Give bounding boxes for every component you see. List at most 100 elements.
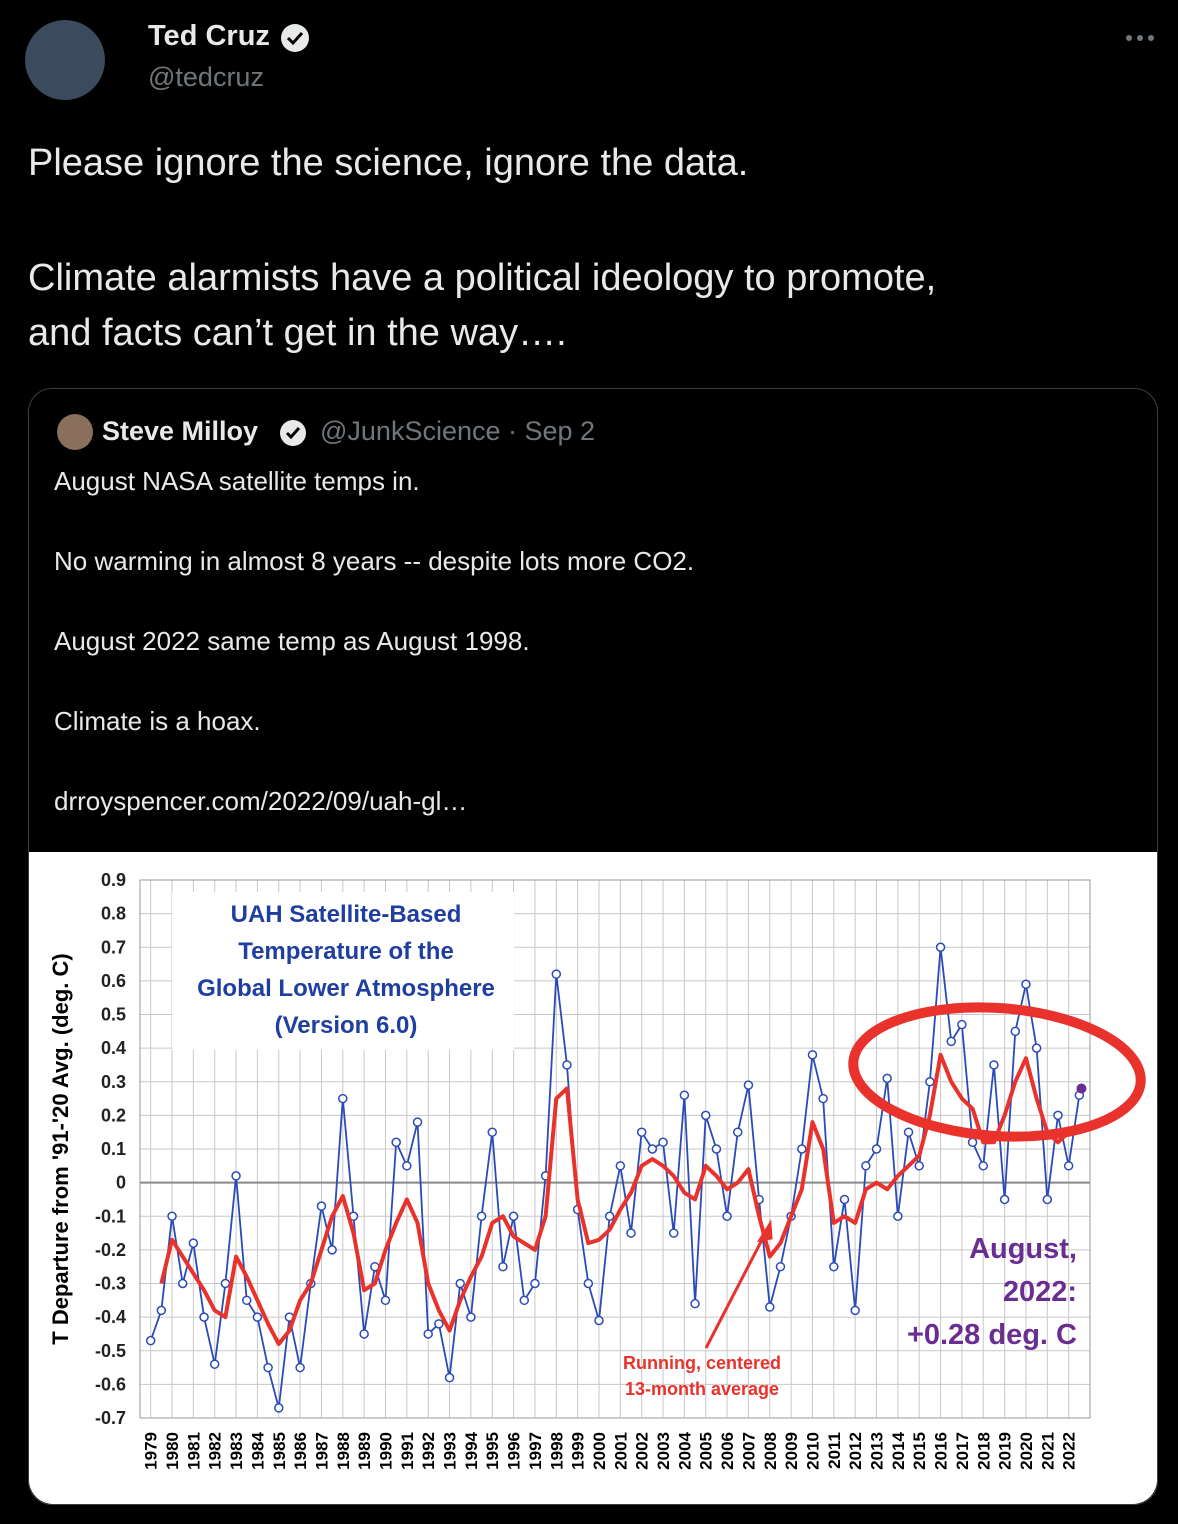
data-point [775, 1261, 786, 1272]
data-point [978, 1161, 989, 1171]
latest-annotation: August, [969, 1233, 1077, 1265]
avatar[interactable] [25, 20, 105, 100]
data-point [156, 1305, 167, 1316]
highlight-circle [848, 1002, 1146, 1142]
header-icons [25, 20, 1154, 100]
author-handle[interactable]: @tedcruz [148, 62, 264, 92]
data-point [679, 1090, 690, 1100]
tweet-text: Please ignore the science, ignore the da… [28, 142, 749, 184]
data-point [530, 1278, 540, 1289]
quote-text: August 2022 same temp as August 1998. [54, 626, 530, 656]
data-point [466, 1312, 476, 1322]
data-point [380, 1295, 391, 1306]
x-tick-label: 1982 [206, 1432, 225, 1470]
data-point [402, 1161, 412, 1171]
quote-text: Climate is a hoax. [54, 706, 261, 736]
x-tick-label: 1986 [291, 1432, 310, 1470]
data-point [145, 1335, 156, 1346]
x-tick-label: 2018 [974, 1432, 993, 1470]
y-tick-label: -0.2 [95, 1240, 126, 1260]
chart-title: (Version 6.0) [275, 1012, 418, 1039]
x-tick-label: 1995 [483, 1432, 502, 1470]
chart-title: UAH Satellite-Based [231, 901, 462, 928]
more-menu[interactable] [1126, 35, 1154, 41]
quote-icons [57, 414, 306, 450]
data-point [893, 1211, 903, 1221]
data-point [903, 1127, 914, 1137]
data-point [733, 1127, 743, 1137]
arrow-head [756, 1219, 773, 1243]
data-point [882, 1073, 892, 1084]
data-point [327, 1245, 337, 1255]
x-tick-label: 1983 [227, 1432, 246, 1470]
average-line [159, 1052, 1071, 1347]
data-point [604, 1211, 615, 1221]
y-tick-label: 0 [116, 1173, 126, 1193]
tweet-text: and facts can’t get in the way…. [28, 312, 567, 354]
x-tick-label: 2000 [590, 1432, 609, 1470]
data-point [946, 1036, 956, 1047]
x-tick-label: 1990 [377, 1432, 396, 1470]
x-tick-label: 1997 [526, 1432, 545, 1470]
data-point [295, 1362, 305, 1373]
data-point [434, 1319, 444, 1329]
x-tick-label: 2019 [996, 1432, 1015, 1470]
data-point [743, 1080, 754, 1090]
quoted-tweet[interactable] [28, 388, 1158, 1505]
x-tick-label: 2016 [932, 1432, 951, 1470]
data-point [807, 1050, 818, 1060]
y-tick-label: 0.2 [101, 1105, 126, 1125]
x-tick-label: 1979 [142, 1432, 161, 1470]
x-tick-label: 2003 [654, 1432, 673, 1470]
data-point [1063, 1161, 1074, 1171]
x-tick-label: 2008 [761, 1432, 780, 1470]
x-tick-label: 2007 [739, 1432, 758, 1470]
y-tick-label: -0.3 [95, 1274, 126, 1294]
data-point [1053, 1110, 1063, 1121]
data-point [700, 1110, 711, 1121]
quote-avatar [57, 414, 93, 450]
x-tick-label: 1992 [419, 1432, 438, 1470]
data-point [498, 1261, 508, 1272]
data-point [967, 1137, 978, 1148]
x-tick-label: 2002 [633, 1432, 652, 1470]
data-point [316, 1201, 327, 1211]
x-tick-label: 2022 [1060, 1432, 1079, 1470]
title-box [172, 892, 514, 1050]
quote-link[interactable]: drroyspencer.com/2022/09/uah-gl… [54, 786, 468, 816]
latest-point [1076, 1083, 1087, 1094]
x-tick-label: 2005 [697, 1432, 716, 1470]
x-tick-label: 1981 [184, 1432, 203, 1470]
latest-annotation: +0.28 deg. C [907, 1319, 1077, 1351]
tweet-text: Climate alarmists have a political ideol… [28, 257, 937, 299]
data-point [999, 1194, 1010, 1205]
data-point [252, 1312, 263, 1322]
x-tick-label: 1988 [334, 1432, 353, 1470]
data-point [658, 1137, 668, 1148]
author-name[interactable]: Ted Cruz [148, 20, 270, 52]
y-axis-label: T Departure from '91-'20 Avg. (deg. C) [48, 953, 73, 1344]
arrow [704, 1231, 768, 1349]
x-tick-label: 2006 [718, 1432, 737, 1470]
data-point [935, 942, 946, 952]
data-point [690, 1298, 700, 1309]
data-point [476, 1211, 487, 1221]
data-point [925, 1077, 935, 1087]
quote-author: Steve Milloy [102, 416, 259, 446]
data-point [957, 1019, 967, 1030]
chart-title: Global Lower Atmosphere [197, 975, 495, 1002]
x-tick-label: 2001 [611, 1432, 630, 1470]
data-point [167, 1211, 177, 1221]
data-point [412, 1117, 423, 1127]
data-point [177, 1278, 188, 1289]
data-point [359, 1329, 369, 1339]
data-point [487, 1127, 497, 1137]
data-point [615, 1161, 626, 1171]
data-point [231, 1171, 241, 1181]
quote-meta: @JunkScience · Sep 2 [320, 416, 596, 446]
data-point [209, 1359, 220, 1369]
data-point [818, 1093, 828, 1104]
x-tick-label: 1998 [547, 1432, 566, 1470]
data-point [636, 1127, 647, 1137]
